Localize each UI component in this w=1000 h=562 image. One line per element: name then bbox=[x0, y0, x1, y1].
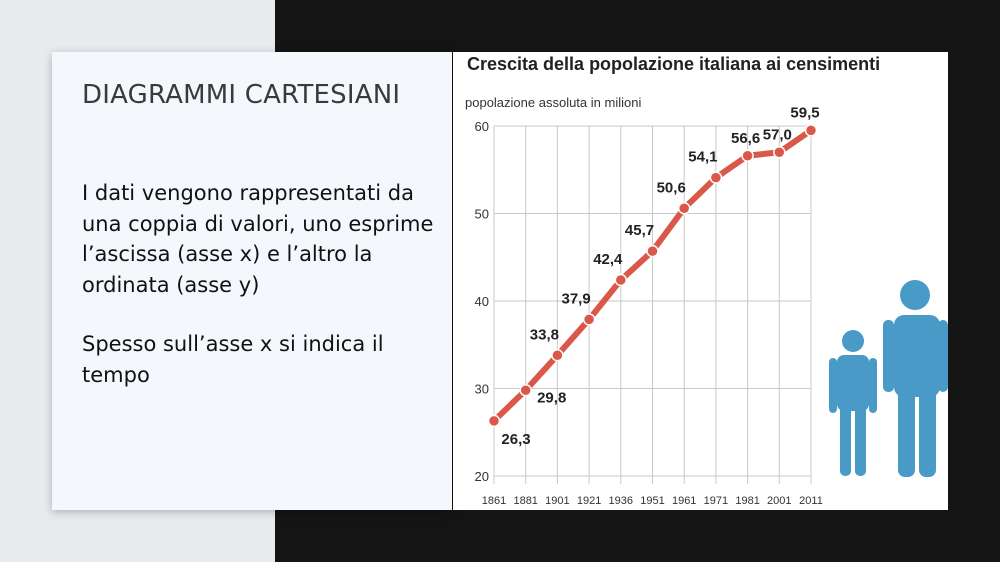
data-label: 54,1 bbox=[688, 149, 717, 166]
chart-title: Crescita della popolazione italiana ai c… bbox=[467, 54, 880, 74]
chart-panel: Crescita della popolazione italiana ai c… bbox=[453, 52, 948, 510]
y-tick-label: 20 bbox=[475, 469, 489, 484]
data-label: 37,9 bbox=[561, 290, 590, 307]
slide-title: DIAGRAMMI CARTESIANI bbox=[82, 80, 401, 110]
data-label: 57,0 bbox=[763, 126, 792, 143]
data-label: 42,4 bbox=[593, 251, 623, 268]
y-axis-label: popolazione assoluta in milioni bbox=[465, 95, 641, 110]
x-tick-label: 1921 bbox=[577, 495, 601, 507]
population-line-chart: Crescita della popolazione italiana ai c… bbox=[465, 54, 948, 507]
people-figures-icon bbox=[829, 280, 948, 477]
data-label: 50,6 bbox=[657, 179, 686, 196]
y-tick-label: 30 bbox=[475, 382, 489, 397]
x-tick-label: 1951 bbox=[640, 495, 664, 507]
y-tick-label: 60 bbox=[475, 119, 489, 134]
x-tick-labels: 1861 1881 1901 1921 1936 1951 1961 1971 1981 2001… bbox=[482, 495, 823, 507]
data-label: 26,3 bbox=[501, 431, 530, 448]
data-point bbox=[677, 202, 691, 215]
x-tick-label: 1961 bbox=[672, 495, 696, 507]
data-label: 59,5 bbox=[790, 104, 819, 121]
body-paragraph-1: I dati vengono rappresentati da una copp… bbox=[82, 181, 434, 297]
x-tick-label: 1901 bbox=[545, 495, 569, 507]
data-point bbox=[804, 124, 818, 137]
y-tick-labels: 20 30 40 50 60 bbox=[475, 119, 489, 484]
x-tick-label: 2011 bbox=[799, 495, 823, 507]
data-point bbox=[646, 244, 659, 258]
x-tick-label: 1971 bbox=[704, 495, 728, 507]
x-tick-label: 1861 bbox=[482, 495, 506, 507]
x-tick-label: 1881 bbox=[513, 495, 537, 507]
x-tick-label: 1981 bbox=[735, 495, 759, 507]
data-point bbox=[614, 273, 628, 287]
data-label: 33,8 bbox=[530, 326, 559, 343]
y-tick-label: 40 bbox=[475, 294, 489, 309]
data-label: 29,8 bbox=[537, 389, 566, 406]
y-tick-label: 50 bbox=[475, 207, 489, 222]
data-point bbox=[773, 146, 786, 159]
text-card bbox=[52, 52, 452, 510]
x-tick-label: 2001 bbox=[767, 495, 791, 507]
data-points bbox=[487, 124, 818, 428]
grid bbox=[493, 125, 812, 484]
child-figure-icon bbox=[829, 330, 877, 476]
data-point bbox=[582, 313, 596, 326]
body-paragraph-2: Spesso sull’asse x si indica il tempo bbox=[82, 332, 384, 387]
data-label: 45,7 bbox=[625, 222, 654, 239]
data-point bbox=[487, 414, 501, 428]
adult-figure-icon bbox=[883, 280, 948, 477]
data-point bbox=[741, 149, 754, 162]
data-label: 56,6 bbox=[731, 130, 760, 147]
data-point bbox=[551, 349, 564, 362]
data-labels: 26,3 29,8 33,8 37,9 42,445,7 50,654,1 56,6 57,0… bbox=[501, 104, 819, 448]
data-point bbox=[519, 384, 532, 397]
data-point bbox=[709, 171, 723, 184]
x-tick-label: 1936 bbox=[609, 495, 633, 507]
